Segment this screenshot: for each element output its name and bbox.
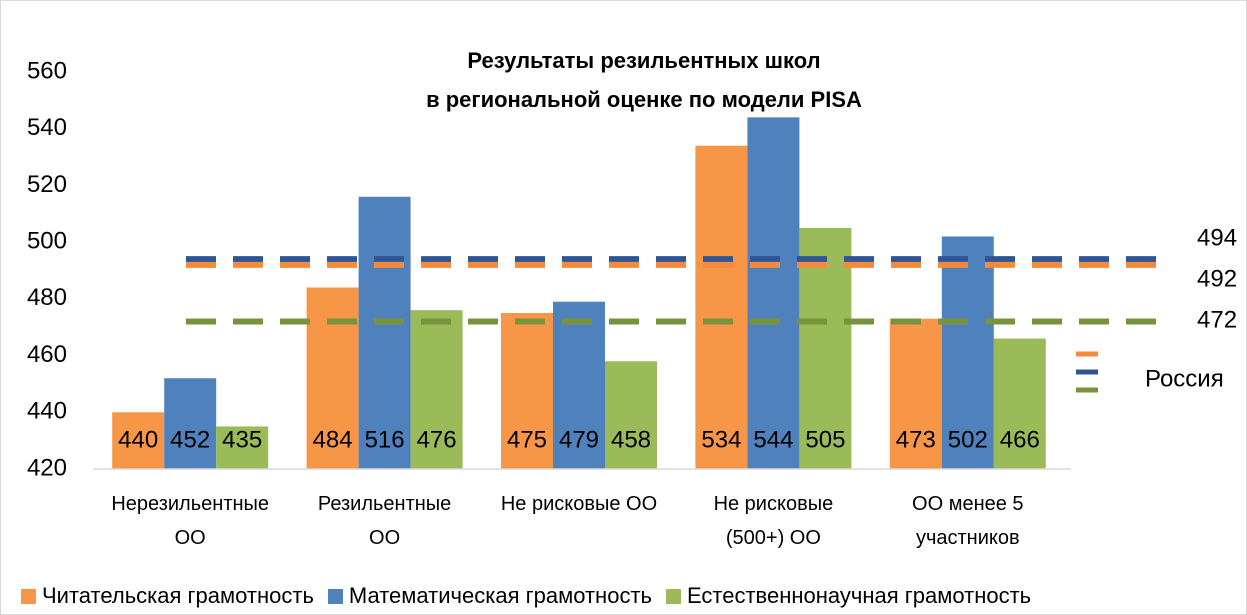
bar bbox=[889, 318, 942, 469]
bar bbox=[112, 412, 165, 469]
legend-label: Читательская грамотность bbox=[42, 583, 314, 608]
data-label: 502 bbox=[948, 426, 988, 453]
data-label: 452 bbox=[170, 426, 210, 453]
data-label: 475 bbox=[507, 426, 547, 453]
legend-item: Читательская грамотность bbox=[21, 583, 314, 609]
legend-swatch bbox=[21, 588, 36, 604]
bar bbox=[695, 145, 748, 469]
bar bbox=[501, 313, 553, 469]
bar bbox=[216, 426, 269, 469]
bar bbox=[358, 196, 411, 469]
y-tick-label: 460 bbox=[27, 341, 67, 368]
bar bbox=[941, 236, 994, 469]
bar bbox=[164, 378, 217, 469]
data-label: 479 bbox=[559, 426, 599, 453]
bar bbox=[747, 117, 800, 469]
bar bbox=[306, 287, 359, 469]
reference-label: 494 bbox=[1197, 224, 1237, 251]
legend-item: Математическая грамотность bbox=[327, 583, 652, 609]
data-label: 544 bbox=[753, 426, 793, 453]
reference-legend-label: Россия bbox=[1145, 365, 1224, 392]
legend-swatch bbox=[665, 588, 681, 604]
reference-label: 492 bbox=[1197, 265, 1237, 292]
x-tick-label: Нерезильентные ОО bbox=[111, 493, 270, 549]
x-tick-label: Не рисковые ОО bbox=[500, 493, 658, 515]
legend-item: Естественнонаучная грамотность bbox=[665, 583, 1032, 609]
y-tick-label: 540 bbox=[27, 114, 67, 141]
legend: Читательская грамотность Математическая г… bbox=[21, 583, 1031, 609]
data-label: 476 bbox=[417, 426, 457, 453]
legend-label: Естественнонаучная грамотность bbox=[686, 583, 1032, 608]
data-label: 435 bbox=[222, 426, 262, 453]
x-tick-label: ОО менее 5 участников bbox=[912, 493, 1024, 549]
bar bbox=[993, 338, 1046, 469]
data-label: 534 bbox=[701, 426, 741, 453]
data-label: 466 bbox=[1000, 426, 1040, 453]
legend-label: Математическая грамотность bbox=[348, 583, 652, 608]
data-label: 516 bbox=[365, 426, 405, 453]
data-label: 440 bbox=[118, 426, 158, 453]
legend-swatch bbox=[327, 588, 343, 604]
y-tick-label: 420 bbox=[27, 454, 67, 481]
bar bbox=[410, 310, 463, 469]
data-label: 505 bbox=[805, 426, 845, 453]
bar bbox=[553, 301, 605, 469]
x-tick-label: Резильентные ОО bbox=[317, 493, 452, 549]
y-tick-label: 500 bbox=[27, 227, 67, 254]
data-label: 458 bbox=[611, 426, 651, 453]
data-label: 473 bbox=[896, 426, 936, 453]
bar bbox=[799, 227, 852, 469]
bar bbox=[605, 361, 657, 469]
data-label: 484 bbox=[313, 426, 353, 453]
chart-title: Результаты резильентных школ в региональ… bbox=[426, 48, 862, 112]
y-tick-label: 440 bbox=[27, 398, 67, 425]
y-tick-label: 520 bbox=[27, 171, 67, 198]
y-tick-label: 560 bbox=[27, 57, 67, 84]
reference-label: 472 bbox=[1197, 306, 1237, 333]
y-tick-label: 480 bbox=[27, 284, 67, 311]
x-tick-label: Не рисковые (500+) ОО bbox=[713, 493, 834, 549]
